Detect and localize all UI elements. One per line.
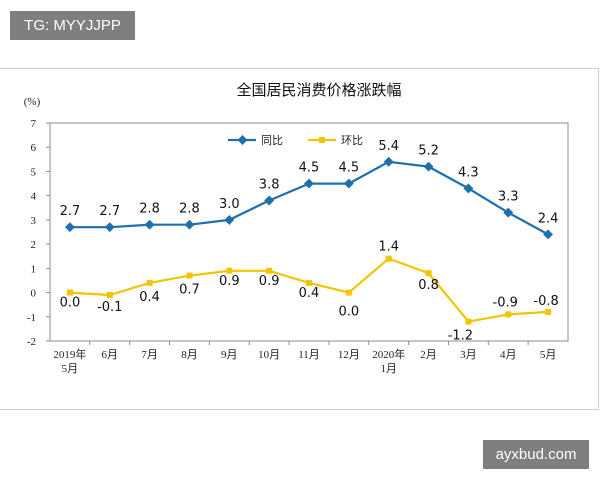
- x-tick-label: 8月: [181, 349, 198, 361]
- data-point-mom: [505, 311, 512, 318]
- data-label-yoy: 3.3: [498, 190, 519, 205]
- y-tick-label: 2: [31, 239, 37, 251]
- data-point-yoy: [104, 222, 115, 233]
- data-label-yoy: 2.7: [60, 204, 81, 219]
- data-point-yoy: [543, 229, 554, 240]
- data-label-mom: 0.4: [299, 286, 320, 301]
- data-point-mom: [266, 267, 273, 274]
- x-tick-label: 5月: [540, 349, 557, 361]
- x-tick-label: 3月: [460, 349, 477, 361]
- x-tick-label: 11月: [298, 349, 320, 361]
- data-label-yoy: 4.3: [458, 165, 479, 180]
- y-tick-label: 3: [31, 215, 37, 227]
- data-label-yoy: 5.2: [418, 144, 439, 159]
- data-label-mom: -0.1: [97, 300, 122, 315]
- chart-title: 全国居民消费价格涨跌幅: [236, 81, 401, 99]
- data-point-yoy: [423, 161, 434, 172]
- watermark-top-left: TG: MYYJJPP: [10, 11, 135, 40]
- y-tick-label: -2: [27, 336, 36, 348]
- watermark-bottom-right: ayxbud.com: [483, 440, 589, 469]
- data-label-yoy: 2.7: [99, 204, 120, 219]
- data-label-mom: 0.7: [179, 283, 200, 298]
- data-point-mom: [545, 308, 552, 315]
- y-tick-label: 7: [31, 118, 37, 130]
- data-label-mom: -0.8: [533, 294, 558, 309]
- data-point-mom: [345, 289, 352, 296]
- data-point-yoy: [184, 219, 195, 230]
- x-tick-label: 9月: [221, 349, 238, 361]
- data-point-yoy: [503, 207, 514, 218]
- data-label-yoy: 2.8: [139, 202, 160, 217]
- data-point-yoy: [383, 156, 394, 167]
- x-tick-label: 10月: [258, 349, 280, 361]
- data-label-yoy: 3.0: [219, 197, 240, 212]
- x-tick-label: 7月: [141, 349, 158, 361]
- x-tick-label: 6月: [102, 349, 119, 361]
- legend-label-mom: 环比: [341, 134, 363, 147]
- y-tick-label: 4: [31, 191, 37, 203]
- data-point-mom: [106, 291, 113, 298]
- data-label-yoy: 2.8: [179, 202, 200, 217]
- data-label-mom: 0.0: [339, 305, 360, 320]
- data-label-yoy: 5.4: [378, 139, 399, 154]
- data-label-yoy: 3.8: [259, 178, 280, 193]
- x-tick-label: 12月: [338, 349, 360, 361]
- y-tick-label: 5: [31, 166, 37, 178]
- data-point-mom: [66, 289, 73, 296]
- data-point-yoy: [144, 219, 155, 230]
- data-label-mom: 0.4: [139, 290, 160, 305]
- data-point-yoy: [264, 195, 275, 206]
- data-point-mom: [226, 267, 233, 274]
- legend-label-yoy: 同比: [261, 134, 283, 147]
- data-label-mom: -0.9: [493, 295, 518, 310]
- data-label-yoy: 4.5: [339, 161, 360, 176]
- data-point-yoy: [304, 178, 314, 189]
- y-tick-label: 6: [31, 142, 37, 154]
- legend-marker: [319, 137, 325, 143]
- data-point-yoy: [224, 214, 235, 225]
- data-point-mom: [186, 272, 193, 279]
- x-tick-label: 2020年 1月: [372, 347, 405, 375]
- data-point-mom: [465, 318, 472, 325]
- data-point-mom: [146, 279, 153, 286]
- plot-border: [49, 122, 569, 342]
- data-point-yoy: [343, 178, 354, 189]
- y-tick-label: 0: [31, 288, 37, 300]
- data-label-mom: 1.4: [378, 240, 399, 255]
- data-point-yoy: [463, 183, 474, 194]
- chart-frame: [0, 68, 599, 410]
- data-label-mom: 0.0: [60, 296, 81, 311]
- y-tick-label: 1: [31, 263, 37, 275]
- data-label-mom: 0.9: [259, 274, 280, 289]
- data-label-mom: 0.8: [418, 278, 439, 293]
- data-label-mom: 0.9: [219, 274, 240, 289]
- data-point-mom: [425, 270, 432, 277]
- data-point-mom: [385, 255, 392, 262]
- plot-area: -2 -1 0 1 2 3 4 5 6 7 2019年 5月 6月 7月 8月 9月 10月 11月 12月 2020…: [27, 118, 569, 375]
- y-tick-label: -1: [27, 312, 36, 324]
- data-point-mom: [306, 279, 312, 286]
- x-tick-label: 4月: [500, 349, 517, 361]
- y-axis-unit: (%): [24, 96, 41, 108]
- data-label-yoy: 2.4: [538, 211, 559, 226]
- data-label-yoy: 4.5: [299, 161, 320, 176]
- x-tick-label: 2019年 5月: [53, 347, 86, 375]
- data-point-yoy: [64, 222, 75, 233]
- data-label-mom: -1.2: [448, 329, 473, 344]
- x-tick-label: 2月: [420, 349, 437, 361]
- legend-marker: [237, 135, 248, 145]
